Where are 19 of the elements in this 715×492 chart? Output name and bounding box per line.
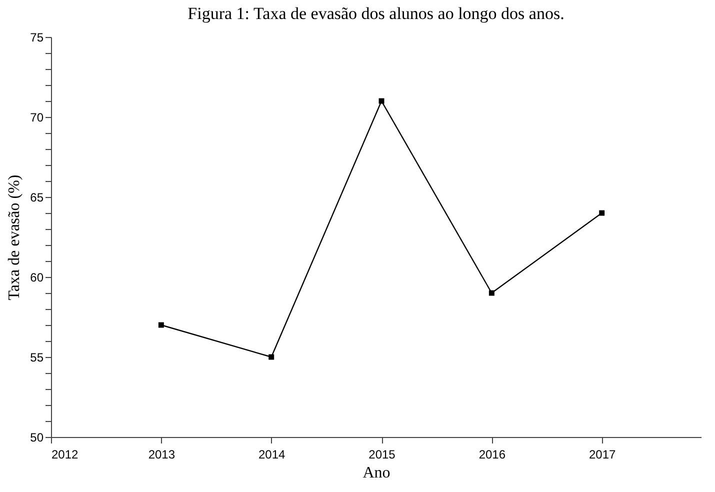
x-tick-label: 2015 [368,448,396,462]
y-tick-label: 60 [30,270,44,284]
x-tick-label: 2017 [588,448,616,462]
y-tick-label: 70 [30,110,44,124]
x-axis-title: Ano [362,464,390,482]
y-tick-label: 55 [30,350,44,364]
x-tick-label: 2012 [52,448,79,462]
point [268,354,274,360]
chart-title: Figura 1: Taxa de evasão dos alunos ao longo dos anos. [188,4,564,23]
x-tick-label: 2016 [478,448,506,462]
point [599,210,605,216]
point [488,290,494,296]
y-tick-label: 50 [30,430,44,444]
x-tick-label: 2014 [258,448,286,462]
point [158,322,164,328]
y-tick-label: 75 [30,30,44,44]
y-tick-label: 65 [30,190,44,204]
y-axis-title: Taxa de evasão (%) [6,174,24,300]
x-tick-label: 2013 [148,448,176,462]
